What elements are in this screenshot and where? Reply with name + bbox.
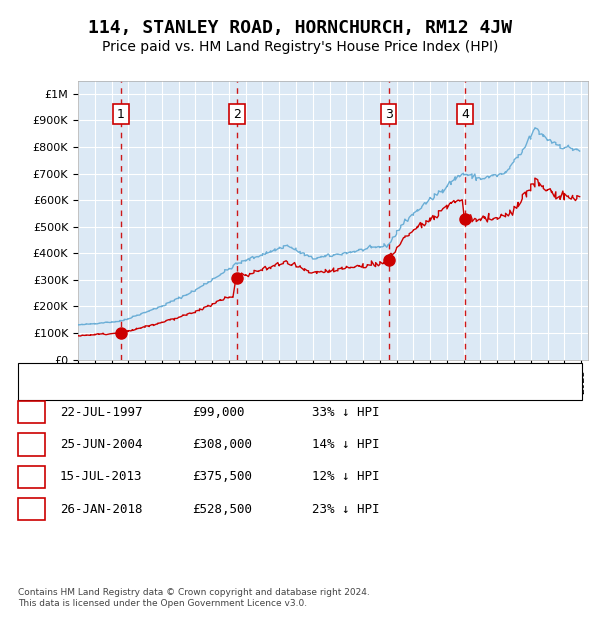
Text: Price paid vs. HM Land Registry's House Price Index (HPI): Price paid vs. HM Land Registry's House … (102, 40, 498, 53)
Text: 23% ↓ HPI: 23% ↓ HPI (312, 503, 380, 515)
Text: 33% ↓ HPI: 33% ↓ HPI (312, 406, 380, 419)
Text: 114, STANLEY ROAD, HORNCHURCH, RM12 4JW (detached house): 114, STANLEY ROAD, HORNCHURCH, RM12 4JW … (69, 364, 410, 374)
Text: 4: 4 (461, 108, 469, 120)
Text: £99,000: £99,000 (192, 406, 245, 419)
Text: 25-JUN-2004: 25-JUN-2004 (60, 438, 143, 451)
Text: 3: 3 (28, 471, 35, 483)
Text: Contains HM Land Registry data © Crown copyright and database right 2024.
This d: Contains HM Land Registry data © Crown c… (18, 588, 370, 608)
Text: 26-JAN-2018: 26-JAN-2018 (60, 503, 143, 515)
Text: 2: 2 (28, 438, 35, 451)
Text: HPI: Average price, detached house, Havering: HPI: Average price, detached house, Have… (69, 386, 309, 396)
Text: 15-JUL-2013: 15-JUL-2013 (60, 471, 143, 483)
Text: 3: 3 (385, 108, 393, 120)
Text: 14% ↓ HPI: 14% ↓ HPI (312, 438, 380, 451)
Text: £528,500: £528,500 (192, 503, 252, 515)
Text: 2: 2 (233, 108, 241, 120)
Text: 1: 1 (28, 406, 35, 419)
Text: 22-JUL-1997: 22-JUL-1997 (60, 406, 143, 419)
Text: 12% ↓ HPI: 12% ↓ HPI (312, 471, 380, 483)
Text: £375,500: £375,500 (192, 471, 252, 483)
Text: 1: 1 (117, 108, 125, 120)
Text: £308,000: £308,000 (192, 438, 252, 451)
Text: 114, STANLEY ROAD, HORNCHURCH, RM12 4JW: 114, STANLEY ROAD, HORNCHURCH, RM12 4JW (88, 19, 512, 37)
Text: 4: 4 (28, 503, 35, 515)
